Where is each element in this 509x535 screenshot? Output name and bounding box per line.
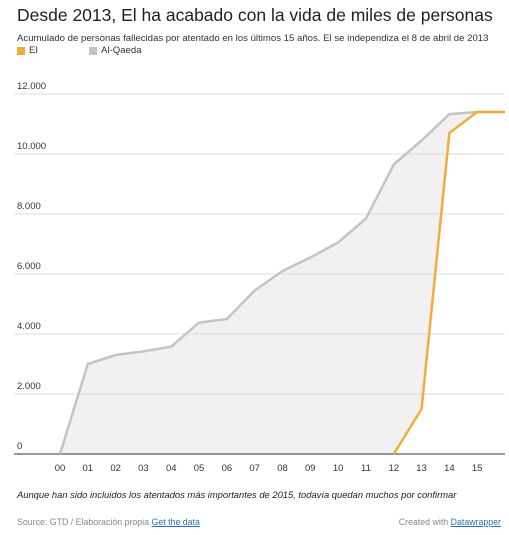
x-tick-label-06: 06 — [222, 463, 233, 474]
x-tick-label-01: 01 — [83, 463, 94, 474]
credit-text: Created with — [398, 517, 449, 527]
legend-label-al-qaeda: Al-Qaeda — [101, 45, 142, 56]
x-tick-label-12: 12 — [388, 463, 399, 474]
x-tick-label-10: 10 — [333, 463, 344, 474]
x-tick-label-00: 00 — [55, 463, 66, 474]
y-tick-label-0: 0 — [17, 441, 22, 452]
x-tick-label-08: 08 — [277, 463, 288, 474]
source-text: Source: GTD / Elaboración propia — [17, 517, 150, 527]
series-line-al-qaeda — [58, 110, 505, 455]
chart-title: Desde 2013, El ha acabado con la vida de… — [17, 5, 493, 25]
footer-source: Source: GTD / Elaboración propia Get the… — [17, 517, 200, 527]
legend-item-ei: EI — [17, 45, 89, 56]
x-tick-label-05: 05 — [194, 463, 205, 474]
x-tick-label-04: 04 — [166, 463, 177, 474]
legend-swatch-ei — [17, 46, 25, 55]
footer-credit: Created with Datawrapper — [399, 517, 501, 527]
x-tick-label-02: 02 — [110, 463, 121, 474]
y-tick-label-10000: 10.000 — [17, 141, 46, 152]
datawrapper-link[interactable]: Datawrapper — [450, 517, 501, 527]
get-the-data-link[interactable]: Get the data — [151, 517, 200, 527]
x-tick-label-15: 15 — [472, 463, 483, 474]
chart-subtitle: Acumulado de personas fallecidas por ate… — [17, 33, 489, 44]
legend: EI Al-Qaeda — [17, 45, 161, 56]
legend-swatch-al-qaeda — [89, 46, 97, 55]
legend-label-ei: EI — [29, 45, 39, 56]
y-tick-label-8000: 8.000 — [17, 201, 41, 212]
x-tick-label-07: 07 — [249, 463, 260, 474]
y-tick-label-4000: 4.000 — [17, 321, 41, 332]
chart-note: Aunque han sido incluidos los atentados … — [17, 489, 457, 500]
x-tick-label-09: 09 — [305, 463, 316, 474]
legend-item-al-qaeda: Al-Qaeda — [89, 45, 161, 56]
y-tick-label-6000: 6.000 — [17, 261, 41, 272]
y-tick-label-2000: 2.000 — [17, 381, 41, 392]
series-line-ei — [392, 110, 505, 455]
x-tick-label-03: 03 — [138, 463, 149, 474]
line-chart: 0 2.000 4.000 6.000 8.000 10.000 12.000 00 01 02 0… — [14, 81, 505, 474]
x-tick-label-14: 14 — [444, 463, 455, 474]
x-tick-label-11: 11 — [361, 463, 371, 474]
y-tick-label-12000: 12.000 — [17, 81, 46, 92]
area-between-series — [60, 112, 505, 454]
x-tick-label-13: 13 — [416, 463, 427, 474]
